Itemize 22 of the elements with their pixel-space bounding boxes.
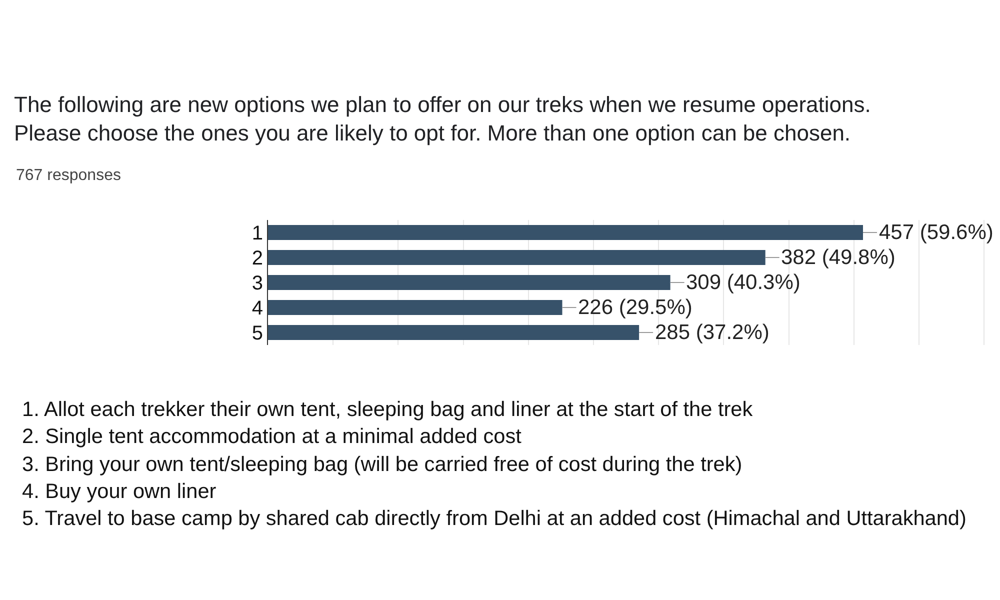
bar [268,250,766,265]
bar [268,300,562,315]
y-tick-label: 4 [252,298,263,320]
y-tick-label: 3 [252,272,263,294]
text: 767 responses [16,167,121,184]
text: 3. Bring your own tent/sleeping bag (will be carried free of cost during the trek) [22,453,742,476]
chart-title: The following are new options we plan to offer on our treks when we resume operations. Please choose the ones you are likely to opt for. More than one option can be chosen. [14,92,871,146]
data-label: 285 (37.2%) [655,321,770,344]
data-label: 457 (59.6%) [879,221,994,244]
bar [268,275,670,290]
text: 1. Allot each trekker their own tent, sleeping bag and liner at the start of the trek [22,398,754,421]
bar [268,325,640,340]
text: 4. Buy your own liner [22,480,216,503]
data-label: 309 (40.3%) [686,271,800,294]
text: 2. Single tent accommodation at a minimal added cost [22,425,522,448]
y-tick-label: 2 [252,248,263,270]
data-label: 226 (29.5%) [578,296,692,319]
y-tick-label: 5 [252,322,263,344]
text: 5. Travel to base camp by shared cab directly from Delhi at an added cost (Himachal and Uttarakhand) [22,507,966,530]
data-label: 382 (49.8%) [781,246,896,269]
bar [268,225,863,240]
y-tick-label: 1 [252,222,263,244]
